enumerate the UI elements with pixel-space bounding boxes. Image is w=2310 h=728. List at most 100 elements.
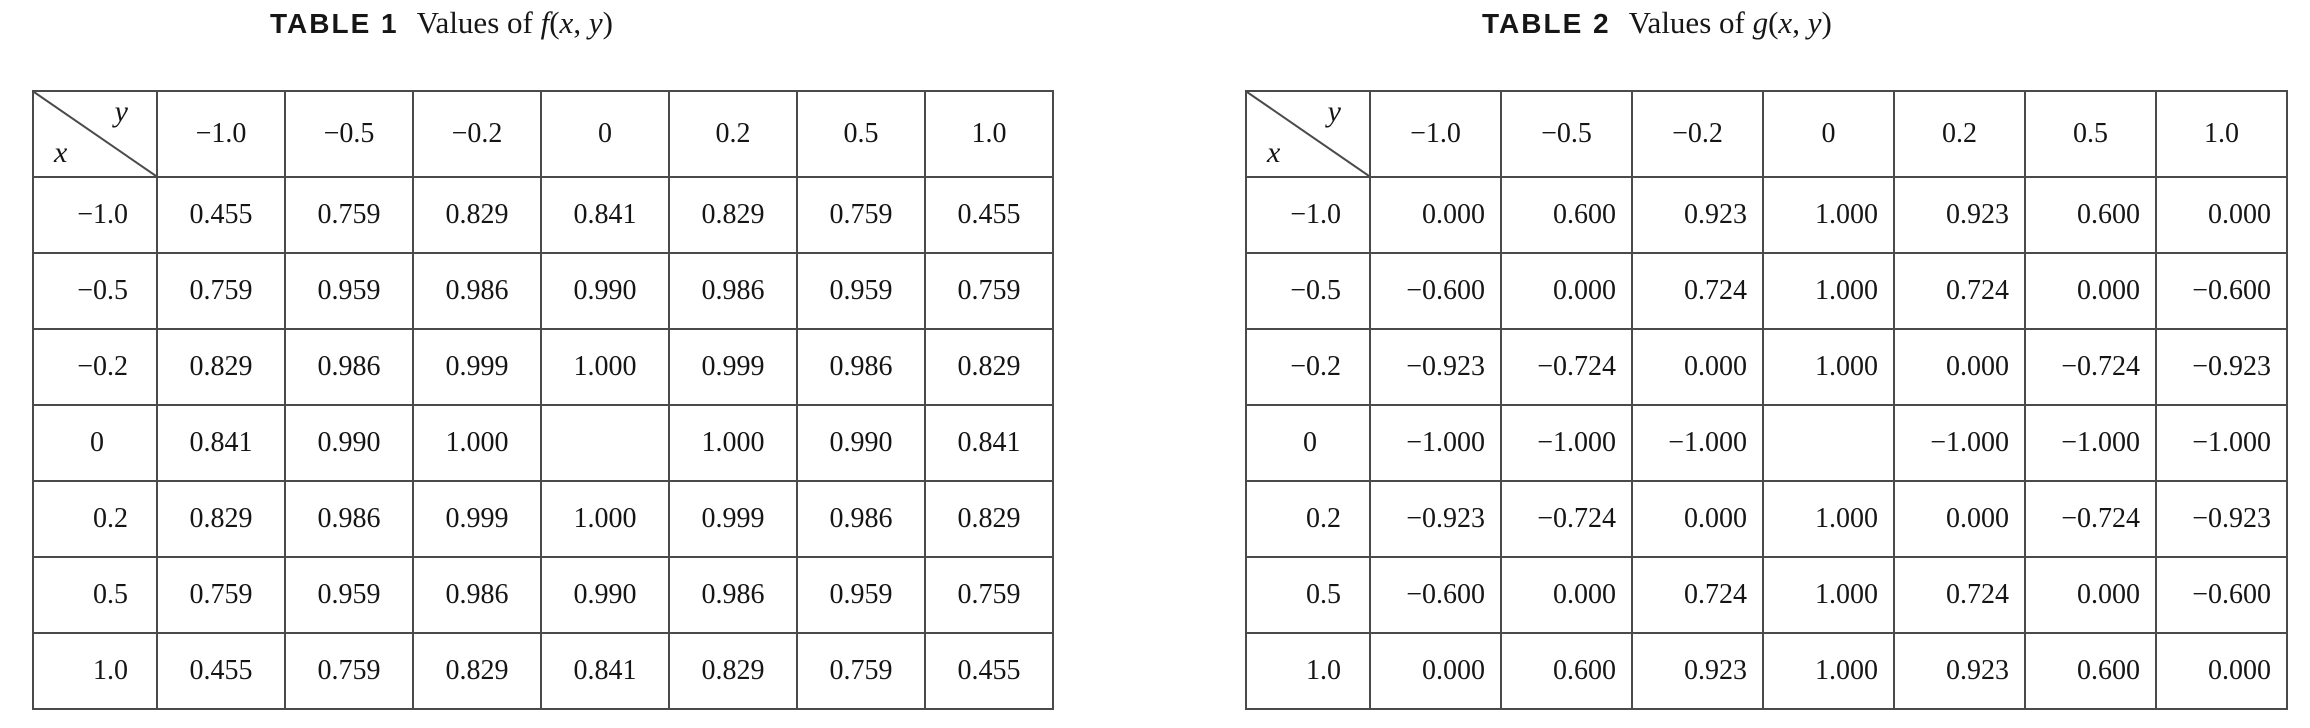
value-cell: 0.829 <box>412 176 542 254</box>
table-row: 1.0 0.000 0.600 0.923 1.000 0.923 0.600 0.000 <box>1245 632 2288 710</box>
table-row: 0.2 −0.923 −0.724 0.000 1.000 0.000 −0.724 −0.9… <box>1245 480 2288 558</box>
value-cell: −0.724 <box>2024 328 2157 406</box>
value-cell: 1.000 <box>668 404 798 482</box>
table1-values-of-f: y x −1.0 −0.5 −0.2 0 0.2 0.5 1.0 −1.0 0.455 0.759 0.… <box>32 90 1054 710</box>
col-header: −0.2 <box>412 90 542 178</box>
table-caption-run: y <box>1807 5 1822 40</box>
table-caption-run: ) <box>602 5 613 40</box>
table-caption-run: , <box>1792 5 1808 40</box>
table-row: −1.0 0.000 0.600 0.923 1.000 0.923 0.600 0.000 <box>1245 176 2288 254</box>
value-cell: −1.000 <box>1631 404 1764 482</box>
table1-title: TABLE 1 Values of f(x, y) <box>270 5 613 41</box>
value-cell: 0.455 <box>156 176 286 254</box>
table-caption-run: , <box>573 5 589 40</box>
corner-x-label: x <box>1267 136 1281 169</box>
value-cell: 1.000 <box>1762 632 1895 710</box>
value-cell: 0.959 <box>284 556 414 634</box>
value-cell: 0.000 <box>1500 252 1633 330</box>
table-row: 0.5 −0.600 0.000 0.724 1.000 0.724 0.000 −0.600 <box>1245 556 2288 634</box>
table-caption-run: Values of <box>1628 5 1753 40</box>
col-header: 1.0 <box>924 90 1054 178</box>
table-caption-run: ( <box>1768 5 1779 40</box>
value-cell: 0.986 <box>284 328 414 406</box>
value-cell: 0.724 <box>1893 252 2026 330</box>
value-cell: 0.759 <box>796 632 926 710</box>
col-header: −1.0 <box>1369 90 1502 178</box>
row-header: 1.0 <box>1245 632 1371 710</box>
row-header: 0.2 <box>1245 480 1371 558</box>
corner-y-label: y <box>1327 95 1341 128</box>
table-row: −0.2 −0.923 −0.724 0.000 1.000 0.000 −0.724 −0.… <box>1245 328 2288 406</box>
row-header: 0 <box>1245 404 1371 482</box>
value-cell: 0.455 <box>924 176 1054 254</box>
value-cell: −0.600 <box>1369 252 1502 330</box>
empty-cell <box>540 404 670 482</box>
value-cell: −0.600 <box>1369 556 1502 634</box>
value-cell: 0.923 <box>1631 632 1764 710</box>
value-cell: 0.999 <box>668 480 798 558</box>
value-cell: 0.959 <box>284 252 414 330</box>
value-cell: 0.000 <box>2024 556 2157 634</box>
value-cell: 0.841 <box>540 176 670 254</box>
value-cell: 0.829 <box>668 632 798 710</box>
table-row: 0.2 0.829 0.986 0.999 1.000 0.999 0.986 0.829 <box>32 480 1054 558</box>
value-cell: −0.724 <box>1500 480 1633 558</box>
value-cell: 0.986 <box>284 480 414 558</box>
value-cell: 0.829 <box>412 632 542 710</box>
table-row: −0.5 0.759 0.959 0.986 0.990 0.986 0.959 0.759 <box>32 252 1054 330</box>
table-row: −0.2 0.829 0.986 0.999 1.000 0.999 0.986 0.829 <box>32 328 1054 406</box>
table-caption-run: g <box>1752 5 1769 40</box>
col-header: 0 <box>1762 90 1895 178</box>
value-cell: 1.000 <box>412 404 542 482</box>
value-cell: 0.000 <box>2024 252 2157 330</box>
value-cell: −0.600 <box>2155 252 2288 330</box>
row-header: 0.2 <box>32 480 158 558</box>
table-caption-run: f <box>540 5 550 40</box>
value-cell: −0.923 <box>2155 328 2288 406</box>
value-cell: 0.986 <box>796 480 926 558</box>
value-cell: 0.759 <box>284 176 414 254</box>
row-header: −0.5 <box>32 252 158 330</box>
value-cell: 0.959 <box>796 252 926 330</box>
empty-cell <box>1762 404 1895 482</box>
value-cell: −1.000 <box>1369 404 1502 482</box>
value-cell: −0.600 <box>2155 556 2288 634</box>
value-cell: 0.724 <box>1893 556 2026 634</box>
value-cell: 0.990 <box>796 404 926 482</box>
table-label: TABLE 1 <box>270 8 399 39</box>
value-cell: 0.841 <box>540 632 670 710</box>
row-header: 0 <box>32 404 158 482</box>
value-cell: 0.923 <box>1631 176 1764 254</box>
table-row: −1.0 0.455 0.759 0.829 0.841 0.829 0.759 0.455 <box>32 176 1054 254</box>
table-caption-run: y <box>588 5 603 40</box>
col-header: −0.2 <box>1631 90 1764 178</box>
value-cell: 0.829 <box>156 480 286 558</box>
col-header: 0.2 <box>1893 90 2026 178</box>
value-cell: 0.000 <box>1369 176 1502 254</box>
value-cell: 0.600 <box>2024 632 2157 710</box>
value-cell: 0.999 <box>668 328 798 406</box>
value-cell: 0.759 <box>924 556 1054 634</box>
table2-title: TABLE 2 Values of g(x, y) <box>1482 5 1832 41</box>
row-header: −0.2 <box>1245 328 1371 406</box>
value-cell: 0.000 <box>2155 176 2288 254</box>
value-cell: 0.829 <box>924 328 1054 406</box>
value-cell: 0.600 <box>1500 632 1633 710</box>
value-cell: −0.923 <box>1369 328 1502 406</box>
table-row: 1.0 0.455 0.759 0.829 0.841 0.829 0.759 0.455 <box>32 632 1054 710</box>
value-cell: 0.000 <box>1369 632 1502 710</box>
value-cell: −1.000 <box>1893 404 2026 482</box>
table2-values-of-g: y x −1.0 −0.5 −0.2 0 0.2 0.5 1.0 −1.0 0.000 0.600 0.… <box>1245 90 2288 710</box>
value-cell: 1.000 <box>1762 176 1895 254</box>
value-cell: 0.990 <box>540 252 670 330</box>
value-cell: 0.986 <box>412 252 542 330</box>
value-cell: −0.724 <box>2024 480 2157 558</box>
value-cell: 0.829 <box>156 328 286 406</box>
table-caption-run: ( <box>549 5 560 40</box>
value-cell: −1.000 <box>2024 404 2157 482</box>
col-header: −1.0 <box>156 90 286 178</box>
value-cell: 0.000 <box>1893 328 2026 406</box>
value-cell: 0.000 <box>1500 556 1633 634</box>
value-cell: 0.841 <box>924 404 1054 482</box>
